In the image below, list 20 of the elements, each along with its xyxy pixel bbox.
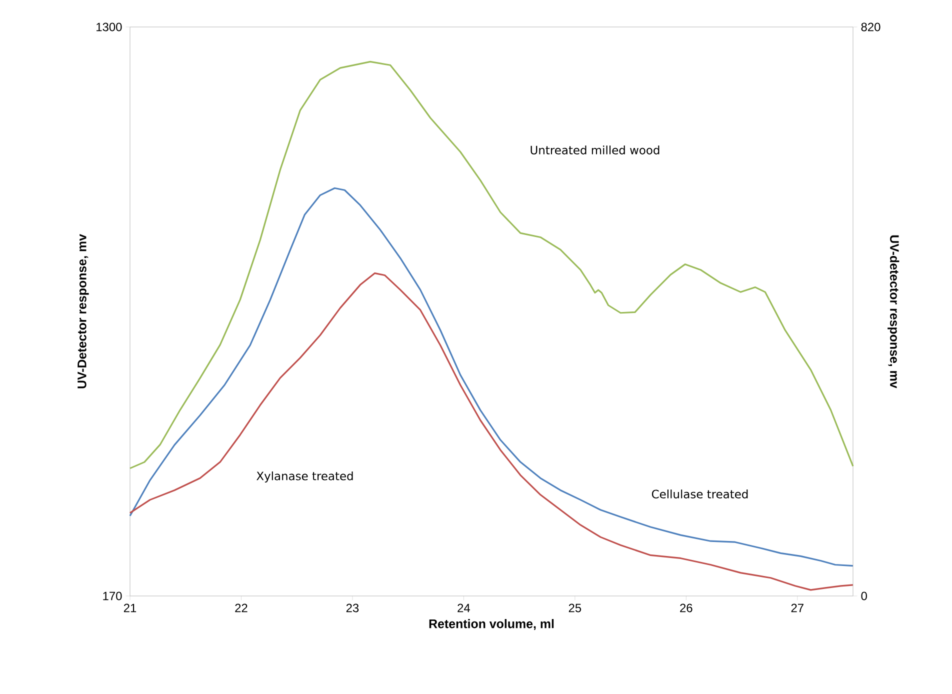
x-tick-label: 21	[124, 604, 136, 612]
annotation: Cellulase treated	[652, 490, 748, 498]
y2-tick-label: 0	[861, 592, 867, 600]
x-tick-label: 27	[791, 604, 804, 612]
x-tick-label: 26	[680, 604, 692, 612]
line-series	[129, 272, 854, 591]
y-tick-label: 1300	[96, 22, 122, 32]
annotation: Untreated milled wood	[530, 146, 660, 154]
x-axis-title: Retention volume, ml	[429, 619, 554, 630]
line-series	[129, 187, 854, 567]
x-tick-label: 22	[235, 604, 248, 612]
line-series	[129, 60, 854, 470]
y2-tick-label: 820	[861, 22, 880, 32]
y-axis-title: UV-Detector response, mv	[78, 234, 89, 388]
y2-axis-title: UV-detector response, mv	[888, 235, 900, 388]
x-tick-label: 25	[568, 604, 582, 612]
x-tick-label: 23	[346, 604, 359, 612]
annotation: Xylanase treated	[256, 471, 353, 483]
x-tick-label: 24	[458, 604, 470, 612]
y-tick-label: 170	[103, 592, 122, 600]
